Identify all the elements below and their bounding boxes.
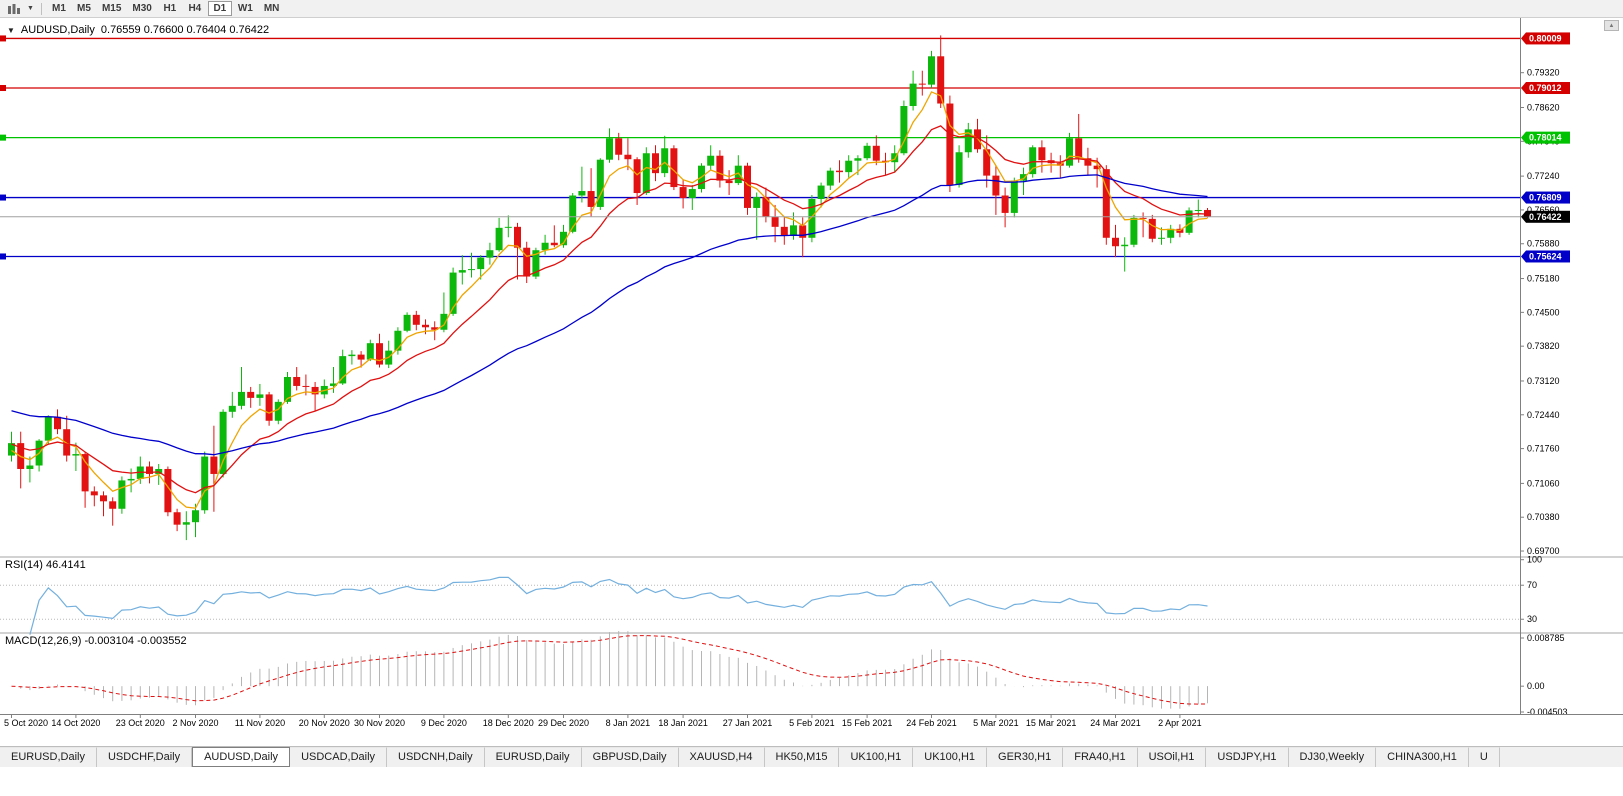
tab-uk100-h1-2[interactable]: UK100,H1 — [913, 747, 988, 767]
chart-type-icon[interactable] — [4, 1, 24, 17]
chart-region: 0.793200.786200.779400.772400.765600.758… — [0, 18, 1623, 730]
svg-text:0.75880: 0.75880 — [1527, 239, 1560, 249]
chart-tabbar: EURUSD,Daily USDCHF,Daily AUDUSD,Daily U… — [0, 746, 1623, 767]
tab-usdcnh-daily[interactable]: USDCNH,Daily — [387, 747, 485, 767]
timeframe-h1[interactable]: H1 — [158, 1, 182, 16]
tab-eurusd-daily-2[interactable]: EURUSD,Daily — [484, 747, 582, 767]
svg-text:100: 100 — [1527, 555, 1542, 565]
svg-text:8 Jan 2021: 8 Jan 2021 — [606, 718, 651, 728]
svg-text:0.00: 0.00 — [1527, 681, 1545, 691]
svg-text:0.76560: 0.76560 — [1527, 205, 1560, 215]
svg-text:9 Dec 2020: 9 Dec 2020 — [421, 718, 467, 728]
timeframe-m5[interactable]: M5 — [72, 1, 96, 16]
svg-text:0.69700: 0.69700 — [1527, 546, 1560, 556]
svg-text:0.73120: 0.73120 — [1527, 376, 1560, 386]
svg-text:70: 70 — [1527, 580, 1537, 590]
svg-text:0.78014: 0.78014 — [1529, 133, 1562, 143]
chart-area[interactable]: 0.793200.786200.779400.772400.765600.758… — [0, 18, 1623, 730]
svg-text:0.70380: 0.70380 — [1527, 512, 1560, 522]
svg-text:29 Dec 2020: 29 Dec 2020 — [538, 718, 589, 728]
tab-ger30-h1[interactable]: GER30,H1 — [987, 747, 1064, 767]
svg-text:30 Nov 2020: 30 Nov 2020 — [354, 718, 405, 728]
svg-text:18 Dec 2020: 18 Dec 2020 — [483, 718, 534, 728]
rsi-panel: 100 70 30 — [0, 555, 1542, 635]
price-badges: 0.80009 0.79012 0.78014 0.76809 0.75624 0.764… — [1521, 32, 1570, 263]
svg-text:0.79320: 0.79320 — [1527, 68, 1560, 78]
svg-text:0.71760: 0.71760 — [1527, 444, 1560, 454]
svg-text:0.78620: 0.78620 — [1527, 103, 1560, 113]
tab-usdcad-daily[interactable]: USDCAD,Daily — [290, 747, 388, 767]
tab-usdchf-daily[interactable]: USDCHF,Daily — [96, 747, 193, 767]
svg-text:2 Nov 2020: 2 Nov 2020 — [172, 718, 218, 728]
horizontal-level-lines — [0, 35, 1520, 260]
svg-text:5 Oct 2020: 5 Oct 2020 — [4, 718, 48, 728]
date-axis: 5 Oct 2020 14 Oct 2020 23 Oct 2020 2 Nov 20… — [4, 715, 1202, 728]
svg-text:0.75180: 0.75180 — [1527, 274, 1560, 284]
svg-text:23 Oct 2020: 23 Oct 2020 — [116, 718, 165, 728]
tab-usoil-h1[interactable]: USOil,H1 — [1137, 747, 1207, 767]
svg-text:0.008785: 0.008785 — [1527, 633, 1565, 643]
tab-gbpusd-daily[interactable]: GBPUSD,Daily — [581, 747, 679, 767]
svg-text:0.76809: 0.76809 — [1529, 193, 1562, 203]
timeframe-mn[interactable]: MN — [259, 1, 285, 16]
svg-text:0.76422: 0.76422 — [1529, 212, 1562, 222]
toolbar: ▼ M1 M5 M15 M30 H1 H4 D1 W1 MN — [0, 0, 1623, 18]
macd-panel: 0.008785 0.00 -0.004503 — [11, 631, 1568, 717]
svg-text:0.77240: 0.77240 — [1527, 171, 1560, 181]
axis-borders — [0, 18, 1623, 715]
svg-text:15 Mar 2021: 15 Mar 2021 — [1026, 718, 1077, 728]
tab-usdjpy-h1[interactable]: USDJPY,H1 — [1206, 747, 1289, 767]
svg-text:0.73820: 0.73820 — [1527, 341, 1560, 351]
svg-text:0.72440: 0.72440 — [1527, 410, 1560, 420]
tab-fra40-h1[interactable]: FRA40,H1 — [1063, 747, 1138, 767]
svg-text:0.74500: 0.74500 — [1527, 307, 1560, 317]
timeframe-m30[interactable]: M30 — [127, 1, 156, 16]
timeframe-m15[interactable]: M15 — [97, 1, 126, 16]
tab-audusd-daily[interactable]: AUDUSD,Daily — [192, 747, 291, 767]
tab-uk100-h1-1[interactable]: UK100,H1 — [839, 747, 914, 767]
timeframe-h4[interactable]: H4 — [183, 1, 207, 16]
svg-text:24 Feb 2021: 24 Feb 2021 — [906, 718, 957, 728]
svg-text:0.80009: 0.80009 — [1529, 33, 1562, 43]
svg-text:0.79012: 0.79012 — [1529, 83, 1562, 93]
svg-text:0.71060: 0.71060 — [1527, 478, 1560, 488]
timeframe-d1[interactable]: D1 — [207, 1, 232, 16]
svg-text:5 Mar 2021: 5 Mar 2021 — [973, 718, 1019, 728]
tab-xauusd-h4[interactable]: XAUUSD,H4 — [678, 747, 765, 767]
svg-text:30: 30 — [1527, 614, 1537, 624]
svg-text:15 Feb 2021: 15 Feb 2021 — [842, 718, 893, 728]
tab-dj30-weekly[interactable]: DJ30,Weekly — [1288, 747, 1377, 767]
scroll-up-button[interactable]: ▲ — [1604, 20, 1619, 31]
svg-text:14 Oct 2020: 14 Oct 2020 — [51, 718, 100, 728]
svg-text:24 Mar 2021: 24 Mar 2021 — [1090, 718, 1141, 728]
tab-truncated[interactable]: U — [1468, 747, 1500, 767]
tab-eurusd-daily-1[interactable]: EURUSD,Daily — [0, 747, 97, 767]
svg-text:27 Jan 2021: 27 Jan 2021 — [723, 718, 773, 728]
svg-text:2 Apr 2021: 2 Apr 2021 — [1158, 718, 1202, 728]
panel-separators — [0, 556, 1623, 634]
tab-hk50-m15[interactable]: HK50,M15 — [764, 747, 840, 767]
tab-china300-h1[interactable]: CHINA300,H1 — [1376, 747, 1469, 767]
svg-text:20 Nov 2020: 20 Nov 2020 — [299, 718, 350, 728]
timeframe-w1[interactable]: W1 — [233, 1, 258, 16]
svg-text:-0.004503: -0.004503 — [1527, 707, 1568, 717]
svg-text:18 Jan 2021: 18 Jan 2021 — [658, 718, 708, 728]
candlesticks — [8, 35, 1211, 541]
svg-text:5 Feb 2021: 5 Feb 2021 — [789, 718, 835, 728]
toolbar-separator — [40, 2, 42, 15]
svg-text:11 Nov 2020: 11 Nov 2020 — [235, 718, 285, 728]
moving-averages — [11, 91, 1208, 509]
svg-text:0.75624: 0.75624 — [1529, 251, 1562, 261]
timeframe-m1[interactable]: M1 — [47, 1, 71, 16]
chart-type-dropdown-caret[interactable]: ▼ — [27, 5, 34, 12]
